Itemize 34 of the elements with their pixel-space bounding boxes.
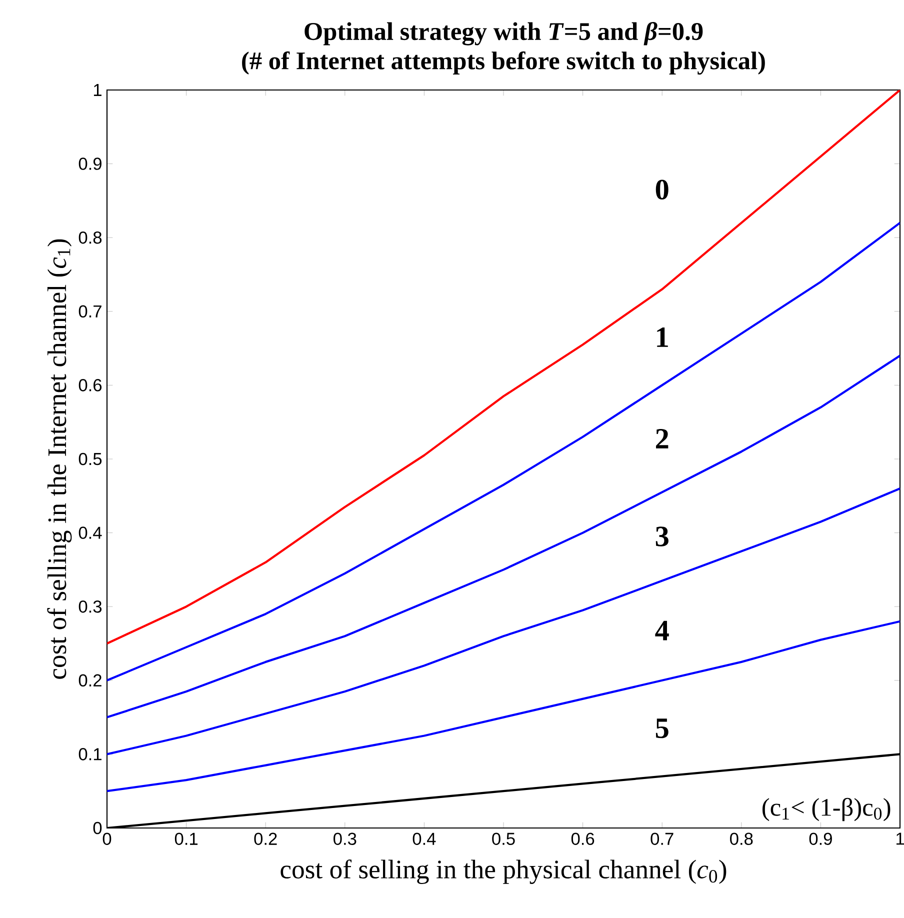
x-tick-label: 0.6 bbox=[571, 832, 594, 845]
chart-title: Optimal strategy with T=5 and β=0.9 bbox=[304, 22, 703, 46]
x-tick-label: 0.7 bbox=[650, 832, 674, 845]
line-series bbox=[107, 487, 900, 756]
x-tick-label: 1 bbox=[896, 832, 904, 845]
annotation: 0 bbox=[656, 180, 668, 200]
y-tick-label: 0 bbox=[93, 822, 102, 834]
y-tick-label: 0.6 bbox=[78, 379, 102, 392]
x-tick-label: 0.8 bbox=[730, 832, 753, 845]
y-tick-label: 0.9 bbox=[78, 158, 102, 170]
annotation: 5 bbox=[656, 718, 668, 738]
x-axis-title: cost of selling in the physical channel (c$_{0}$) bbox=[280, 859, 726, 884]
x-tick-label: 0.9 bbox=[809, 832, 832, 845]
chart-subtitle: (# of Internet attempts before switch to physical) bbox=[242, 51, 765, 75]
y-tick-label: 0.1 bbox=[78, 748, 102, 760]
annotation: 3 bbox=[656, 526, 668, 546]
x-tick-label: 0.2 bbox=[254, 832, 277, 845]
y-tick-label: 0.4 bbox=[78, 526, 102, 539]
x-tick-label: 0.5 bbox=[492, 832, 515, 845]
x-tick-label: 0.4 bbox=[412, 832, 436, 845]
y-tick-label: 1 bbox=[94, 84, 102, 96]
y-axis-title: cost of selling in the Internet channel (c$_{1}$) bbox=[47, 239, 72, 679]
annotation: 1 bbox=[657, 328, 668, 347]
y-tick-label: 0.2 bbox=[78, 674, 102, 687]
annotation: 4 bbox=[655, 620, 669, 640]
x-tick-label: 0.1 bbox=[174, 832, 198, 845]
x-tick-label: 0 bbox=[102, 832, 112, 845]
annotation: (c$_{1}$< (1-β)c$_{0}$) bbox=[762, 798, 890, 822]
x-tick-label: 0.3 bbox=[334, 832, 356, 845]
y-tick-label: 0.8 bbox=[78, 231, 102, 244]
y-tick-label: 0.5 bbox=[78, 452, 102, 466]
annotation: 2 bbox=[656, 428, 668, 448]
y-tick-label: 0.3 bbox=[78, 600, 102, 613]
y-tick-label: 0.7 bbox=[78, 305, 102, 318]
